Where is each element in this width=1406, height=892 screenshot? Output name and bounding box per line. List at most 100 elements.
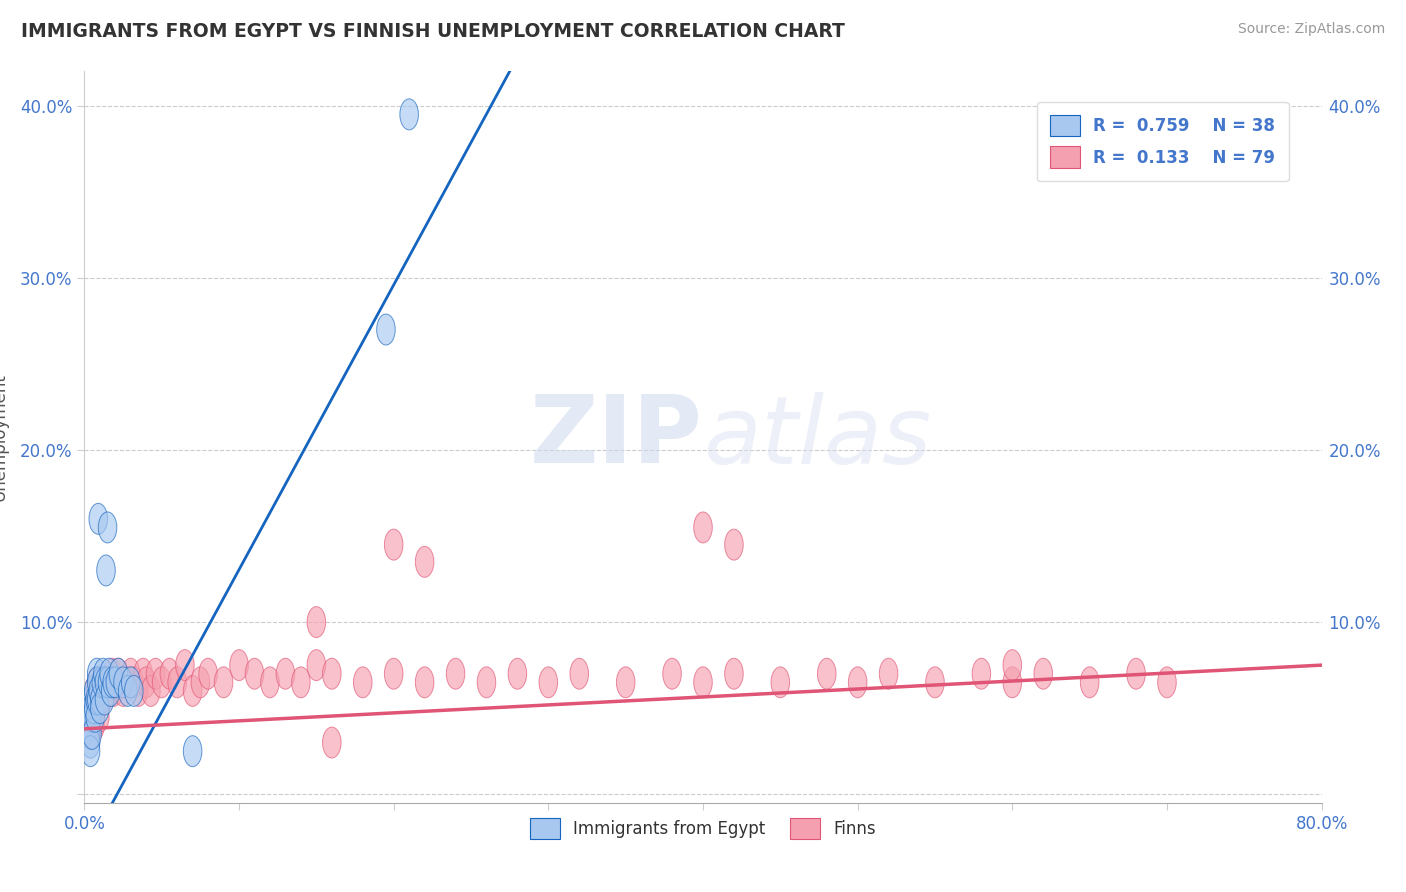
Ellipse shape bbox=[1002, 649, 1022, 681]
Ellipse shape bbox=[848, 667, 868, 698]
Ellipse shape bbox=[83, 684, 101, 715]
Text: ZIP: ZIP bbox=[530, 391, 703, 483]
Ellipse shape bbox=[160, 658, 179, 690]
Ellipse shape bbox=[84, 675, 103, 706]
Ellipse shape bbox=[245, 658, 264, 690]
Ellipse shape bbox=[229, 649, 249, 681]
Ellipse shape bbox=[87, 667, 105, 698]
Ellipse shape bbox=[353, 667, 373, 698]
Ellipse shape bbox=[87, 658, 105, 690]
Ellipse shape bbox=[307, 649, 326, 681]
Ellipse shape bbox=[693, 667, 713, 698]
Ellipse shape bbox=[121, 667, 141, 698]
Ellipse shape bbox=[83, 693, 101, 723]
Ellipse shape bbox=[191, 667, 209, 698]
Ellipse shape bbox=[724, 529, 744, 560]
Ellipse shape bbox=[104, 675, 124, 706]
Ellipse shape bbox=[291, 667, 311, 698]
Ellipse shape bbox=[616, 667, 636, 698]
Ellipse shape bbox=[134, 658, 152, 690]
Legend: Immigrants from Egypt, Finns: Immigrants from Egypt, Finns bbox=[523, 811, 883, 846]
Ellipse shape bbox=[1157, 667, 1177, 698]
Ellipse shape bbox=[93, 667, 111, 698]
Ellipse shape bbox=[100, 675, 118, 706]
Ellipse shape bbox=[384, 658, 404, 690]
Ellipse shape bbox=[415, 547, 434, 577]
Ellipse shape bbox=[129, 675, 148, 706]
Ellipse shape bbox=[89, 684, 107, 715]
Ellipse shape bbox=[110, 658, 128, 690]
Ellipse shape bbox=[569, 658, 589, 690]
Ellipse shape bbox=[399, 99, 419, 130]
Ellipse shape bbox=[377, 314, 395, 345]
Ellipse shape bbox=[693, 512, 713, 543]
Ellipse shape bbox=[118, 667, 136, 698]
Ellipse shape bbox=[183, 675, 202, 706]
Ellipse shape bbox=[83, 718, 101, 749]
Ellipse shape bbox=[80, 710, 98, 741]
Ellipse shape bbox=[101, 675, 120, 706]
Ellipse shape bbox=[260, 667, 280, 698]
Ellipse shape bbox=[103, 667, 121, 698]
Ellipse shape bbox=[307, 607, 326, 638]
Ellipse shape bbox=[87, 684, 105, 715]
Text: atlas: atlas bbox=[703, 392, 931, 483]
Ellipse shape bbox=[105, 667, 125, 698]
Ellipse shape bbox=[94, 658, 112, 690]
Ellipse shape bbox=[84, 693, 103, 723]
Ellipse shape bbox=[87, 667, 105, 698]
Ellipse shape bbox=[90, 693, 110, 723]
Ellipse shape bbox=[322, 658, 342, 690]
Ellipse shape bbox=[770, 667, 790, 698]
Ellipse shape bbox=[105, 667, 125, 698]
Ellipse shape bbox=[82, 718, 100, 749]
Ellipse shape bbox=[98, 667, 117, 698]
Ellipse shape bbox=[322, 727, 342, 758]
Ellipse shape bbox=[96, 667, 114, 698]
Ellipse shape bbox=[817, 658, 837, 690]
Ellipse shape bbox=[83, 710, 101, 741]
Ellipse shape bbox=[142, 675, 160, 706]
Ellipse shape bbox=[879, 658, 898, 690]
Ellipse shape bbox=[80, 710, 98, 741]
Ellipse shape bbox=[86, 710, 104, 741]
Ellipse shape bbox=[118, 675, 136, 706]
Ellipse shape bbox=[508, 658, 527, 690]
Ellipse shape bbox=[384, 529, 404, 560]
Ellipse shape bbox=[972, 658, 991, 690]
Ellipse shape bbox=[214, 667, 233, 698]
Ellipse shape bbox=[90, 684, 110, 715]
Ellipse shape bbox=[89, 503, 107, 534]
Ellipse shape bbox=[97, 675, 115, 706]
Ellipse shape bbox=[96, 684, 114, 715]
Ellipse shape bbox=[86, 684, 104, 715]
Ellipse shape bbox=[125, 667, 143, 698]
Ellipse shape bbox=[276, 658, 295, 690]
Ellipse shape bbox=[101, 667, 120, 698]
Ellipse shape bbox=[724, 658, 744, 690]
Ellipse shape bbox=[1126, 658, 1146, 690]
Ellipse shape bbox=[87, 693, 105, 723]
Ellipse shape bbox=[89, 675, 107, 706]
Ellipse shape bbox=[925, 667, 945, 698]
Ellipse shape bbox=[167, 667, 187, 698]
Ellipse shape bbox=[84, 710, 103, 741]
Ellipse shape bbox=[82, 736, 100, 766]
Ellipse shape bbox=[1033, 658, 1053, 690]
Ellipse shape bbox=[136, 667, 156, 698]
Text: IMMIGRANTS FROM EGYPT VS FINNISH UNEMPLOYMENT CORRELATION CHART: IMMIGRANTS FROM EGYPT VS FINNISH UNEMPLO… bbox=[21, 22, 845, 41]
Ellipse shape bbox=[86, 684, 104, 715]
Ellipse shape bbox=[93, 667, 111, 698]
Ellipse shape bbox=[446, 658, 465, 690]
Ellipse shape bbox=[1002, 667, 1022, 698]
Ellipse shape bbox=[94, 684, 112, 715]
Ellipse shape bbox=[538, 667, 558, 698]
Ellipse shape bbox=[84, 675, 103, 706]
Ellipse shape bbox=[114, 667, 132, 698]
Ellipse shape bbox=[97, 555, 115, 586]
Ellipse shape bbox=[152, 667, 172, 698]
Ellipse shape bbox=[90, 701, 110, 732]
Ellipse shape bbox=[98, 512, 117, 543]
Ellipse shape bbox=[86, 701, 104, 732]
Ellipse shape bbox=[183, 736, 202, 766]
